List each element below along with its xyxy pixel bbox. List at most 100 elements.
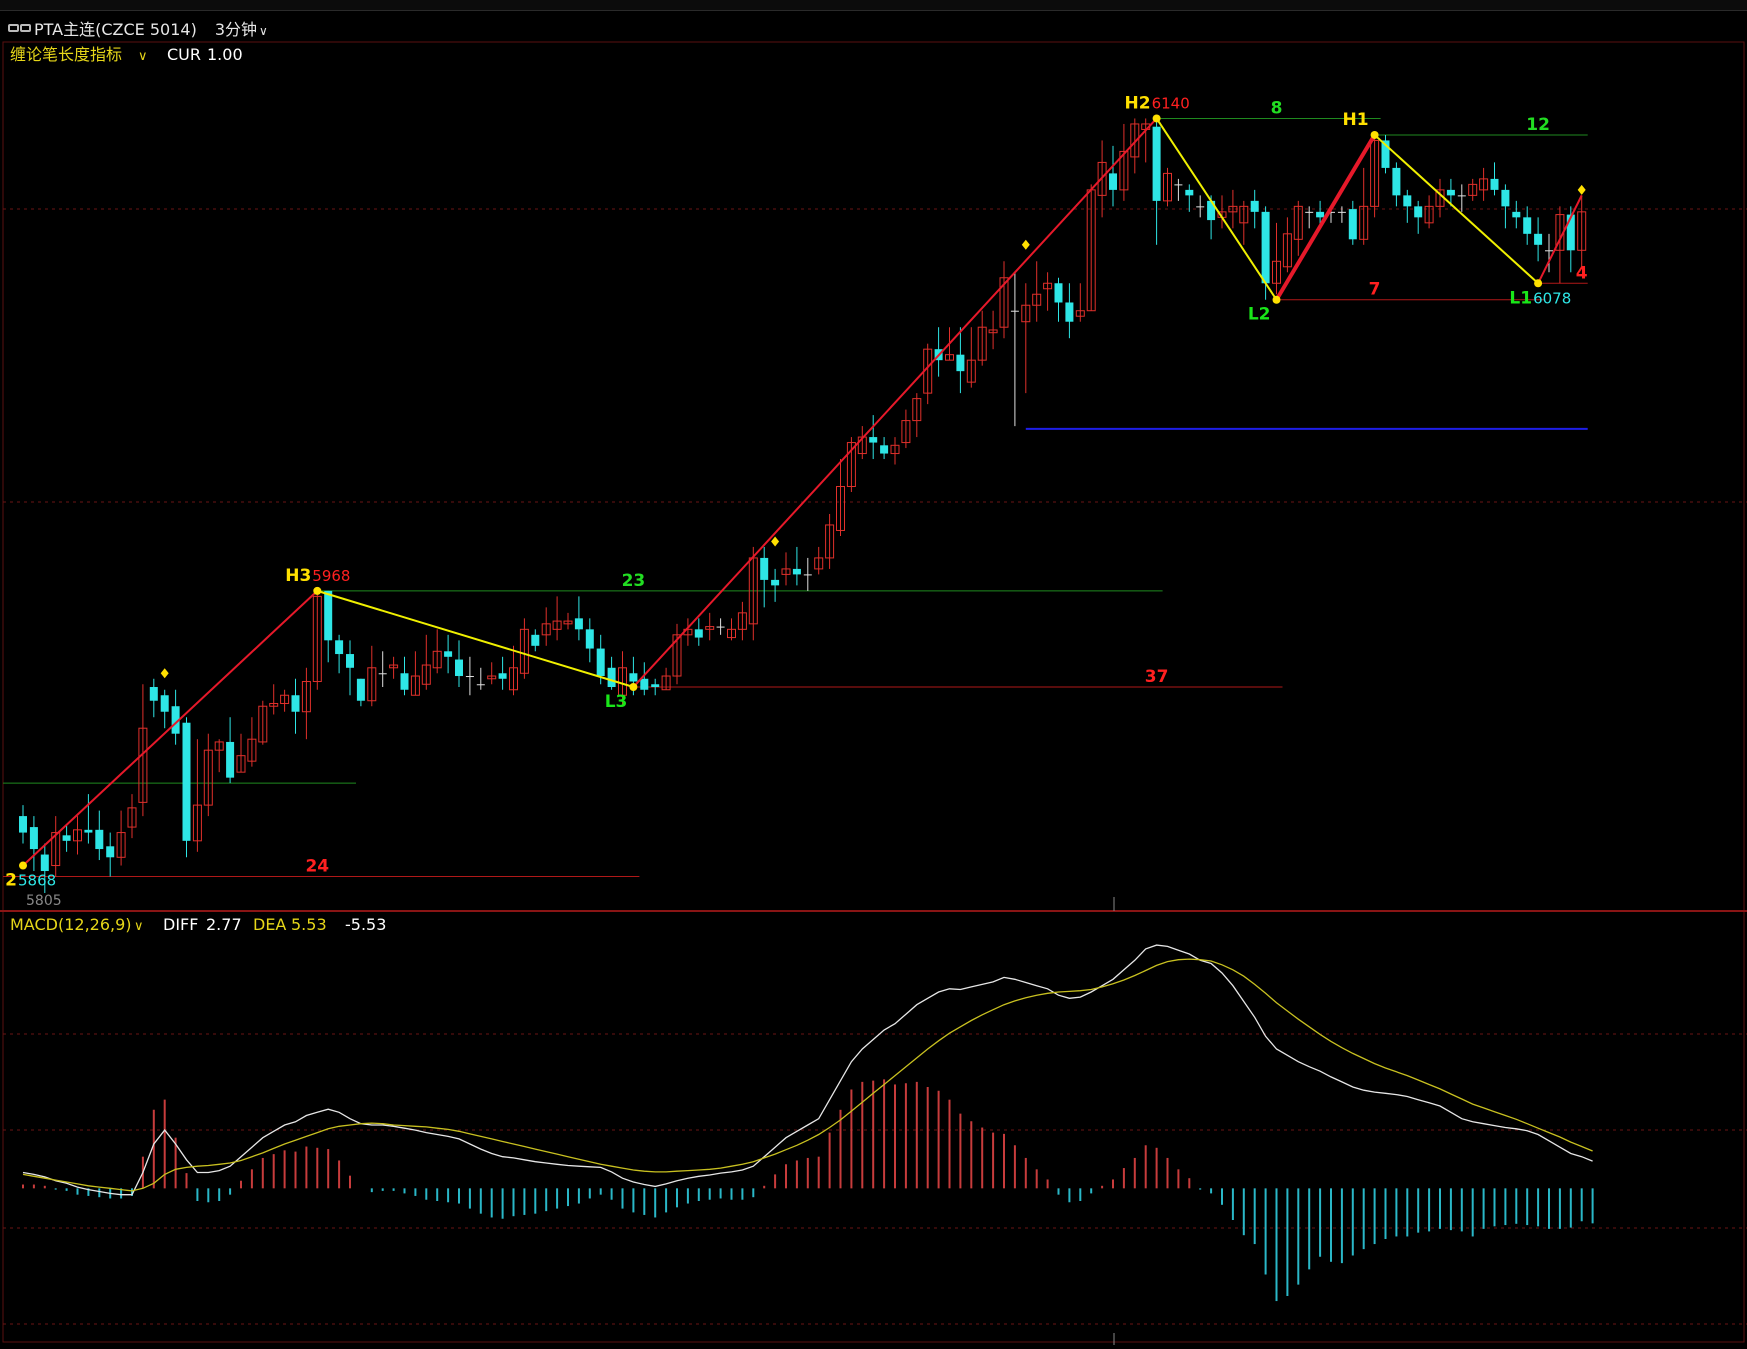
candle-body-up: [563, 620, 573, 625]
candle-body-doji: [1327, 211, 1335, 213]
candlesticks: [19, 118, 1587, 893]
candle-body-down: [40, 854, 49, 872]
diamond-marker: [1577, 184, 1586, 195]
chevron-down-icon[interactable]: ∨: [138, 49, 148, 64]
candle-body-down: [869, 437, 878, 443]
candle-body-down: [1566, 214, 1575, 251]
pivot-price: 6078: [1533, 289, 1571, 307]
candle-body-down: [1185, 189, 1194, 196]
candle-body-down: [226, 741, 235, 778]
candle-body-up: [192, 804, 202, 842]
pivot-label: H1: [1343, 110, 1369, 130]
candle-body-down: [171, 706, 180, 734]
candle-body-up: [672, 634, 682, 677]
symbol-label[interactable]: PTA主连(CZCE 5014): [34, 20, 197, 39]
bi-stroke: [317, 589, 634, 688]
candle-body-up: [1228, 205, 1238, 213]
candle-body-up: [1032, 293, 1042, 306]
pivot-dot: [19, 861, 27, 870]
candle-body-up: [509, 667, 518, 691]
diamond-marker: [160, 668, 169, 679]
candle-body-down: [1490, 178, 1499, 190]
candle-body-down: [1054, 283, 1063, 303]
candle-body-up: [432, 650, 442, 669]
candle-body-down: [444, 651, 453, 657]
pivot-dot: [1534, 279, 1543, 288]
candle-body-down: [1523, 217, 1532, 234]
candle-body-down: [1392, 167, 1401, 196]
bi-stroke: [1537, 194, 1583, 284]
candle-body-up: [1021, 304, 1031, 323]
pivot-label: L1: [1509, 288, 1532, 308]
candle-body-down: [1316, 211, 1325, 218]
chevron-down-icon: ∨: [259, 24, 268, 38]
candle-body-up: [1043, 282, 1053, 290]
chevron-down-icon[interactable]: ∨: [134, 919, 144, 934]
stroke-count-label: 4: [1576, 263, 1588, 283]
candle-body-up: [280, 694, 290, 704]
candle-body-down: [792, 568, 801, 575]
candle-body-down: [596, 648, 605, 677]
candle-body-down: [651, 684, 660, 688]
candle-body-down: [640, 678, 649, 690]
diff-label: DIFF: [163, 915, 198, 934]
stroke-count-label: 7: [1369, 280, 1381, 300]
candle-body-down: [574, 618, 583, 630]
indicator-name[interactable]: 缠论笔长度指标: [10, 45, 122, 64]
candle-body-doji: [476, 684, 485, 686]
candle-body-up: [1119, 150, 1129, 191]
candle-body-up: [737, 612, 747, 630]
pivot-price: 5968: [312, 567, 350, 585]
candle-body-down: [346, 654, 354, 668]
chart-titlebar: PTA主连(CZCE 5014) 3分钟 ∨: [0, 12, 1747, 44]
bi-stroke: [632, 117, 1158, 688]
pivot-label: L3: [605, 692, 628, 712]
diamond-marker: [1021, 239, 1030, 250]
dea-line: [22, 958, 1593, 1192]
candle-body-doji: [1196, 206, 1205, 208]
macd-name[interactable]: MACD(12,26,9): [10, 915, 132, 934]
pivot-dot: [1272, 295, 1281, 304]
candle-body-up: [836, 486, 845, 531]
candle-body-down: [694, 629, 703, 638]
candle-body-up: [487, 675, 497, 680]
candle-body-up: [814, 557, 824, 570]
candle-body-up: [389, 664, 399, 669]
candle-body-down: [1065, 302, 1074, 322]
candle-body-doji: [1545, 250, 1553, 252]
candle-body-down: [400, 673, 409, 690]
candle-body-down: [585, 629, 594, 649]
candle-body-doji: [378, 673, 387, 675]
candle-body-up: [247, 738, 257, 762]
candle-body-up: [1479, 178, 1489, 191]
candle-body-down: [291, 695, 300, 712]
dea-label: DEA: [253, 915, 286, 934]
candle-body-up: [1239, 205, 1249, 224]
candle-body-up: [846, 442, 856, 488]
candle-body-up: [552, 620, 562, 630]
candle-body-up: [214, 741, 224, 751]
candle-body-down: [160, 695, 169, 712]
bi-stroke: [1155, 117, 1278, 301]
candle-body-up: [912, 398, 922, 422]
candle-body-up: [1282, 233, 1292, 268]
chart-frame: [2, 41, 1745, 1343]
dea-value: 5.53: [291, 915, 327, 934]
candle-body-down: [771, 579, 780, 586]
candle-body-down: [956, 354, 965, 372]
period-selector[interactable]: 3分钟 ∨: [215, 16, 268, 40]
candle-body-up: [977, 326, 987, 361]
candle-body-up: [127, 807, 137, 828]
link-icon[interactable]: [8, 22, 34, 34]
candle-body-down: [1381, 140, 1390, 168]
candle-body-up: [661, 675, 671, 691]
candle-body-doji: [803, 574, 812, 576]
candle-body-up: [901, 420, 911, 444]
candle-body-down: [1152, 126, 1161, 201]
candle-body-up: [519, 628, 529, 674]
candle-body-up: [945, 354, 954, 361]
candle-body-down: [356, 678, 365, 701]
candle-body-up: [1272, 260, 1281, 284]
